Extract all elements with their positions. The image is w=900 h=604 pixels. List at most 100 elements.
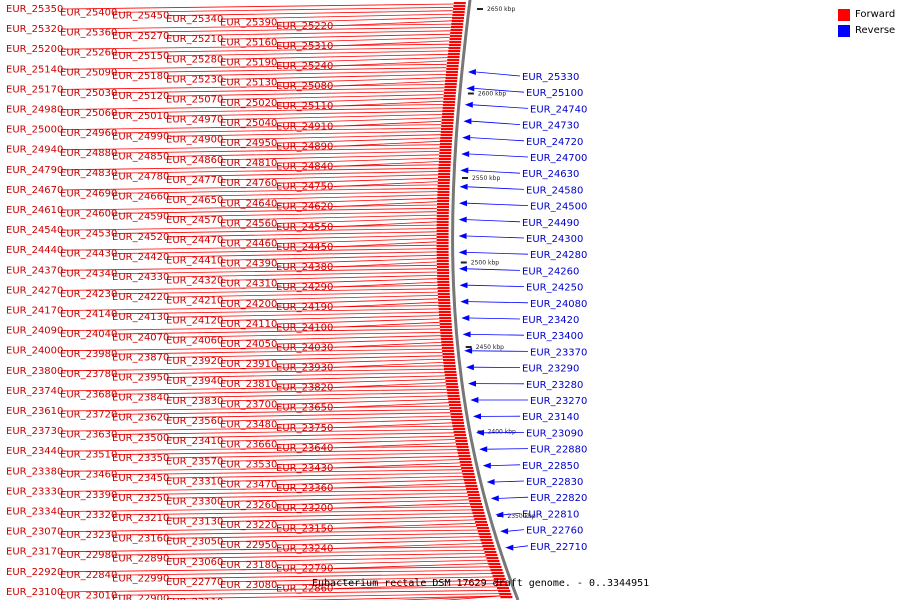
forward-gene-label[interactable]: EUR_22790	[276, 563, 333, 574]
reverse-gene-label[interactable]: EUR_24280	[530, 250, 587, 261]
reverse-gene-label[interactable]: EUR_24080	[530, 299, 587, 310]
forward-gene-label[interactable]: EUR_24270	[6, 285, 63, 296]
forward-gene-label[interactable]: EUR_24780	[112, 172, 169, 183]
forward-gene-label[interactable]: EUR_23560	[166, 416, 223, 427]
forward-gene-label[interactable]: EUR_24850	[112, 151, 169, 162]
forward-gene-label[interactable]: EUR_25320	[6, 24, 63, 35]
forward-gene-label[interactable]: EUR_25040	[220, 118, 277, 129]
forward-gene-label[interactable]: EUR_23510	[60, 450, 117, 461]
forward-gene-label[interactable]: EUR_23430	[276, 463, 333, 474]
forward-gene-label[interactable]: EUR_25400	[60, 7, 117, 18]
forward-gene-label[interactable]: EUR_23150	[276, 523, 333, 534]
reverse-gene-label[interactable]: EUR_24300	[526, 234, 583, 245]
forward-gene-label[interactable]: EUR_23720	[60, 409, 117, 420]
forward-gene-label[interactable]: EUR_24090	[6, 326, 63, 337]
forward-gene-label[interactable]: EUR_24880	[60, 148, 117, 159]
forward-gene-label[interactable]: EUR_25190	[220, 58, 277, 69]
forward-gene-label[interactable]: EUR_23180	[220, 560, 277, 571]
forward-gene-label[interactable]: EUR_24540	[6, 225, 63, 236]
forward-gene-label[interactable]: EUR_24430	[60, 249, 117, 260]
forward-gene-label[interactable]: EUR_24860	[166, 155, 223, 166]
forward-gene-label[interactable]: EUR_23050	[166, 537, 223, 548]
forward-gene-label[interactable]: EUR_23060	[166, 557, 223, 568]
forward-gene-label[interactable]: EUR_23460	[60, 470, 117, 481]
forward-gene-label[interactable]: EUR_25230	[166, 74, 223, 85]
forward-gene-label[interactable]: EUR_25080	[276, 81, 333, 92]
forward-gene-label[interactable]: EUR_23910	[220, 359, 277, 370]
forward-gene-label[interactable]: EUR_23470	[220, 480, 277, 491]
forward-gene-label[interactable]: EUR_22990	[112, 574, 169, 585]
forward-gene-label[interactable]: EUR_24550	[276, 222, 333, 233]
forward-gene-label[interactable]: EUR_24290	[276, 282, 333, 293]
forward-gene-label[interactable]: EUR_24760	[220, 178, 277, 189]
forward-gene-label[interactable]: EUR_24960	[60, 128, 117, 139]
forward-gene-label[interactable]: EUR_23380	[6, 466, 63, 477]
reverse-gene-label[interactable]: EUR_24500	[530, 202, 587, 213]
reverse-gene-label[interactable]: EUR_24260	[522, 266, 579, 277]
forward-gene-label[interactable]: EUR_23240	[276, 543, 333, 554]
forward-gene-label[interactable]: EUR_24440	[6, 245, 63, 256]
forward-gene-label[interactable]: EUR_24790	[6, 165, 63, 176]
reverse-gene-label[interactable]: EUR_23290	[522, 364, 579, 375]
forward-gene-label[interactable]: EUR_24070	[112, 332, 169, 343]
forward-gene-label[interactable]: EUR_24620	[276, 202, 333, 213]
forward-gene-label[interactable]: EUR_23130	[166, 517, 223, 528]
forward-gene-label[interactable]: EUR_25020	[220, 98, 277, 109]
forward-gene-label[interactable]: EUR_23070	[6, 527, 63, 538]
forward-gene-label[interactable]: EUR_24690	[60, 188, 117, 199]
forward-gene-label[interactable]: EUR_25280	[166, 54, 223, 65]
forward-gene-label[interactable]: EUR_25260	[60, 48, 117, 59]
forward-gene-label[interactable]: EUR_23810	[220, 379, 277, 390]
reverse-gene-label[interactable]: EUR_24740	[530, 104, 587, 115]
forward-gene-label[interactable]: EUR_23570	[166, 456, 223, 467]
forward-gene-label[interactable]: EUR_23700	[220, 399, 277, 410]
forward-gene-label[interactable]: EUR_24330	[112, 272, 169, 283]
reverse-gene-label[interactable]: EUR_24490	[522, 218, 579, 229]
forward-gene-label[interactable]: EUR_25170	[6, 84, 63, 95]
reverse-gene-label[interactable]: EUR_23420	[522, 315, 579, 326]
forward-gene-label[interactable]: EUR_23650	[276, 403, 333, 414]
forward-gene-label[interactable]: EUR_22900	[112, 594, 169, 600]
reverse-gene-label[interactable]: EUR_24630	[522, 169, 579, 180]
forward-gene-label[interactable]: EUR_25340	[166, 14, 223, 25]
forward-gene-label[interactable]: EUR_24140	[60, 309, 117, 320]
forward-gene-label[interactable]: EUR_23260	[220, 500, 277, 511]
forward-gene-label[interactable]: EUR_23350	[112, 453, 169, 464]
forward-gene-label[interactable]: EUR_24660	[112, 192, 169, 203]
forward-gene-label[interactable]: EUR_23530	[220, 460, 277, 471]
reverse-gene-label[interactable]: EUR_22880	[530, 445, 587, 456]
forward-gene-label[interactable]: EUR_23500	[112, 433, 169, 444]
forward-gene-label[interactable]: EUR_23800	[6, 366, 63, 377]
forward-gene-label[interactable]: EUR_24310	[220, 279, 277, 290]
reverse-gene-label[interactable]: EUR_24580	[526, 185, 583, 196]
forward-gene-label[interactable]: EUR_23840	[112, 393, 169, 404]
reverse-gene-label[interactable]: EUR_23280	[526, 380, 583, 391]
forward-gene-label[interactable]: EUR_23750	[276, 423, 333, 434]
forward-gene-label[interactable]: EUR_23210	[112, 513, 169, 524]
reverse-gene-label[interactable]: EUR_22830	[526, 477, 583, 488]
forward-gene-label[interactable]: EUR_24520	[112, 232, 169, 243]
forward-gene-label[interactable]: EUR_23200	[276, 503, 333, 514]
forward-gene-label[interactable]: EUR_24370	[6, 265, 63, 276]
forward-gene-label[interactable]: EUR_22770	[166, 577, 223, 588]
forward-gene-label[interactable]: EUR_25150	[112, 51, 169, 62]
forward-gene-label[interactable]: EUR_25000	[6, 125, 63, 136]
forward-gene-label[interactable]: EUR_24640	[220, 198, 277, 209]
forward-gene-label[interactable]: EUR_24530	[60, 228, 117, 239]
forward-gene-label[interactable]: EUR_22840	[60, 570, 117, 581]
reverse-gene-label[interactable]: EUR_23400	[526, 331, 583, 342]
forward-gene-label[interactable]: EUR_24030	[276, 342, 333, 353]
forward-gene-label[interactable]: EUR_24590	[112, 212, 169, 223]
forward-gene-label[interactable]: EUR_24410	[166, 255, 223, 266]
forward-gene-label[interactable]: EUR_23390	[60, 490, 117, 501]
forward-gene-label[interactable]: EUR_25140	[6, 64, 63, 75]
forward-gene-label[interactable]: EUR_24460	[220, 239, 277, 250]
forward-gene-label[interactable]: EUR_23870	[112, 352, 169, 363]
reverse-gene-label[interactable]: EUR_22850	[522, 461, 579, 472]
forward-gene-label[interactable]: EUR_22920	[6, 567, 63, 578]
forward-gene-label[interactable]: EUR_23310	[166, 476, 223, 487]
forward-gene-label[interactable]: EUR_24170	[6, 306, 63, 317]
forward-gene-label[interactable]: EUR_23320	[60, 510, 117, 521]
reverse-gene-label[interactable]: EUR_22710	[530, 542, 587, 553]
forward-gene-label[interactable]: EUR_23980	[60, 349, 117, 360]
